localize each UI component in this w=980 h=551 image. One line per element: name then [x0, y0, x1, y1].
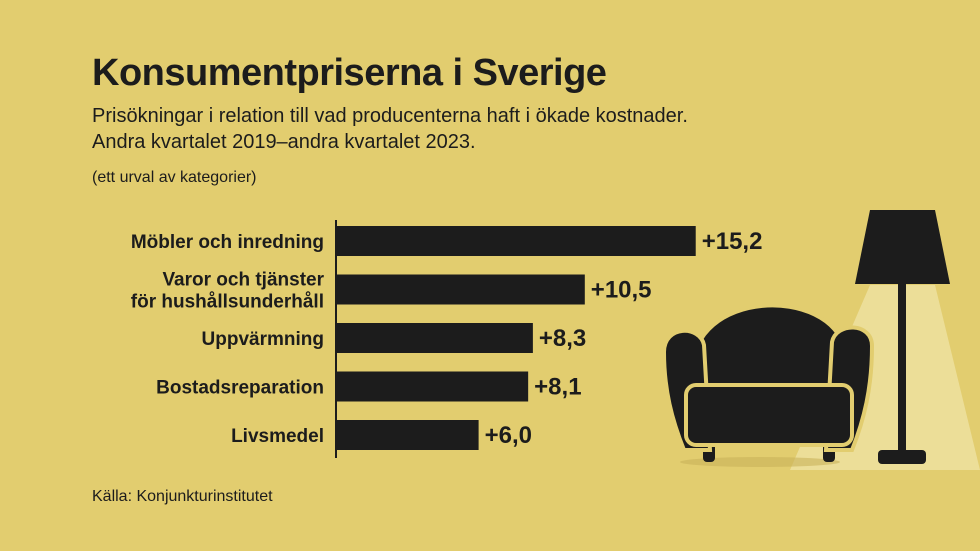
selection-note: (ett urval av kategorier) — [92, 169, 257, 186]
category-label-1-line-0: Varor och tjänster — [162, 270, 324, 291]
armchair-icon — [661, 303, 875, 467]
source-note: Källa: Konjunkturinstitutet — [92, 488, 273, 505]
bar-2 — [337, 323, 533, 353]
category-label-4: Livsmedel — [231, 426, 324, 447]
category-label-3: Bostadsreparation — [156, 378, 324, 399]
bar-0 — [337, 226, 696, 256]
bar-value-label-2: +8,3 — [539, 325, 586, 352]
bar-value-label-4: +6,0 — [485, 422, 532, 449]
bar-value-label-1: +10,5 — [591, 277, 652, 304]
bar-value-label-0: +15,2 — [702, 228, 763, 255]
category-label-2: Uppvärmning — [202, 329, 324, 350]
bar-1 — [337, 274, 585, 305]
chart-title: Konsumentpriserna i Sverige — [92, 52, 607, 94]
bar-value-label-3: +8,1 — [534, 374, 581, 401]
category-label-0: Möbler och inredning — [131, 232, 324, 253]
bar-4 — [337, 420, 479, 450]
chart-subtitle-line-1: Prisökningar i relation till vad produce… — [92, 105, 688, 127]
bar-3 — [337, 371, 529, 402]
category-label-1-line-1: för hushållsunderhåll — [131, 292, 324, 313]
chart-subtitle-line-2: Andra kvartalet 2019–andra kvartalet 202… — [92, 131, 476, 153]
floor-lamp-icon — [855, 210, 950, 464]
